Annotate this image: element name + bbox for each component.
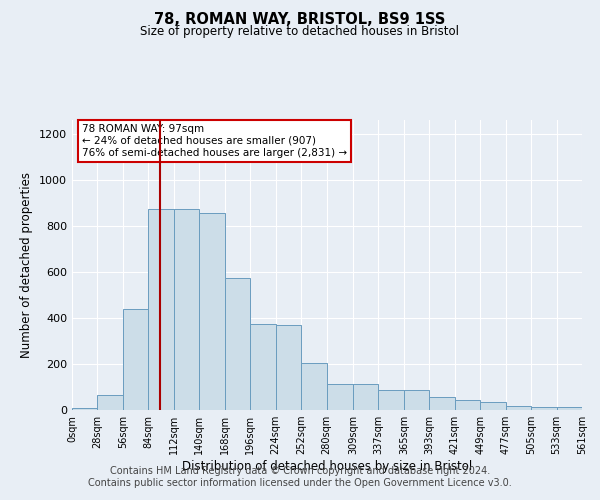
- Bar: [455, 400, 480, 410]
- Bar: [429, 398, 455, 410]
- Bar: [72, 408, 97, 410]
- Bar: [225, 278, 250, 410]
- Y-axis label: Number of detached properties: Number of detached properties: [20, 172, 34, 358]
- Bar: [174, 208, 199, 410]
- Bar: [301, 363, 326, 410]
- Bar: [326, 384, 353, 410]
- Bar: [250, 324, 275, 410]
- Bar: [480, 402, 506, 410]
- Bar: [97, 395, 123, 410]
- Bar: [123, 308, 148, 410]
- Bar: [557, 407, 582, 410]
- Bar: [506, 406, 531, 410]
- Bar: [353, 384, 379, 410]
- Bar: [531, 407, 557, 410]
- Text: 78, ROMAN WAY, BRISTOL, BS9 1SS: 78, ROMAN WAY, BRISTOL, BS9 1SS: [154, 12, 446, 28]
- X-axis label: Distribution of detached houses by size in Bristol: Distribution of detached houses by size …: [182, 460, 472, 473]
- Text: Contains HM Land Registry data © Crown copyright and database right 2024.
Contai: Contains HM Land Registry data © Crown c…: [88, 466, 512, 487]
- Bar: [379, 390, 404, 410]
- Text: Size of property relative to detached houses in Bristol: Size of property relative to detached ho…: [140, 25, 460, 38]
- Bar: [148, 208, 174, 410]
- Bar: [275, 325, 301, 410]
- Bar: [199, 213, 225, 410]
- Bar: [404, 390, 429, 410]
- Text: 78 ROMAN WAY: 97sqm
← 24% of detached houses are smaller (907)
76% of semi-detac: 78 ROMAN WAY: 97sqm ← 24% of detached ho…: [82, 124, 347, 158]
